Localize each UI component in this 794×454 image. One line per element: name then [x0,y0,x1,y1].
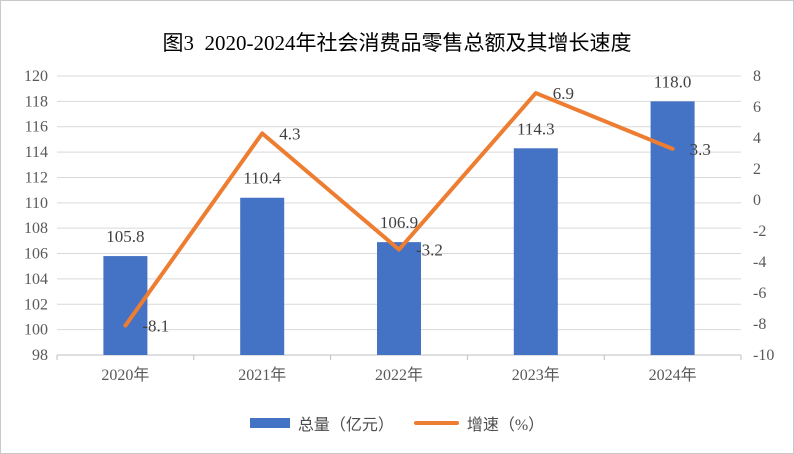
legend-label-bar: 总量（亿元） [297,417,394,434]
svg-text:105.8: 105.8 [106,227,144,246]
svg-text:6.9: 6.9 [553,84,574,103]
svg-text:2: 2 [753,161,761,178]
svg-text:110: 110 [25,195,48,212]
svg-text:-8.1: -8.1 [142,317,169,336]
svg-text:120: 120 [24,68,48,85]
legend-label-line: 增速（%） [466,417,545,434]
svg-text:-8: -8 [753,316,766,333]
svg-text:-2: -2 [753,223,766,240]
svg-text:2021年: 2021年 [238,366,286,384]
svg-text:116: 116 [25,119,48,136]
svg-text:104: 104 [24,271,48,288]
svg-text:98: 98 [32,347,48,364]
svg-text:6: 6 [753,99,761,116]
svg-text:0: 0 [753,192,761,209]
svg-text:2024年: 2024年 [649,366,697,384]
legend-item-line: 增速（%） [413,411,545,435]
svg-text:4: 4 [753,130,761,147]
svg-text:108: 108 [24,220,48,237]
svg-text:4.3: 4.3 [279,124,300,143]
svg-text:114.3: 114.3 [517,119,555,138]
bar-series-swatch [249,418,290,428]
svg-text:2020年: 2020年 [101,366,149,384]
chart-legend: 总量（亿元） 增速（%） [1,411,793,435]
svg-text:102: 102 [24,296,48,313]
svg-text:2023年: 2023年 [512,366,560,384]
chart-title: 图3 2020-2024年社会消费品零售总额及其增长速度 [162,31,632,55]
svg-text:114: 114 [25,144,48,161]
svg-text:-10: -10 [753,347,774,364]
svg-text:110.4: 110.4 [243,169,281,188]
svg-text:112: 112 [25,169,48,186]
svg-text:100: 100 [24,322,48,339]
svg-text:8: 8 [753,68,761,85]
legend-item-bar: 总量（亿元） [249,411,394,435]
line-series-swatch [413,421,459,425]
svg-text:106: 106 [24,246,48,263]
svg-text:-6: -6 [753,285,766,302]
svg-text:106.9: 106.9 [380,213,418,232]
svg-text:118: 118 [25,93,48,110]
svg-text:118.0: 118.0 [654,72,692,91]
svg-text:2022年: 2022年 [375,366,423,384]
svg-text:3.3: 3.3 [690,140,711,159]
svg-text:-3.2: -3.2 [416,241,443,260]
svg-text:-4: -4 [753,254,766,271]
